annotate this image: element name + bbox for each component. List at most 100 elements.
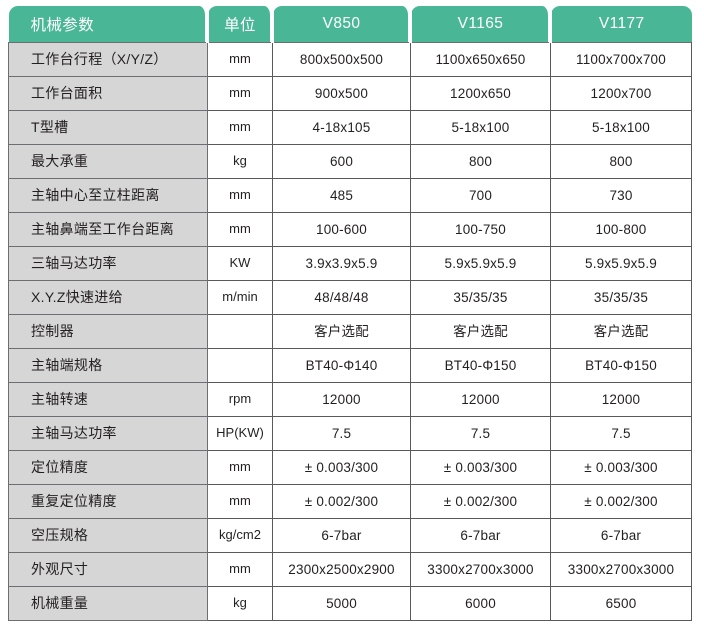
table-row: 工作台面积 mm 900x500 1200x650 1200x700 (8, 76, 692, 111)
unit-cell: HP(KW) (207, 416, 273, 451)
value-cell-v850: ± 0.003/300 (272, 450, 411, 485)
param-name-cell: 机械重量 (8, 586, 208, 621)
value-cell-v1165: 客户选配 (410, 314, 551, 349)
value-cell-v1165: 12000 (410, 382, 551, 417)
param-name-cell: X.Y.Z快速进给 (8, 280, 208, 315)
table-row: 主轴转速 rpm 12000 12000 12000 (8, 382, 692, 417)
value-cell-v1177: 5.9x5.9x5.9 (550, 246, 692, 281)
table-row: 主轴端规格 BT40-Φ140 BT40-Φ150 BT40-Φ150 (8, 348, 692, 383)
unit-cell (207, 314, 273, 349)
value-cell-v850: 7.5 (272, 416, 411, 451)
unit-cell: rpm (207, 382, 273, 417)
unit-cell: kg (207, 586, 273, 621)
value-cell-v1177: ± 0.003/300 (550, 450, 692, 485)
param-name-cell: 主轴端规格 (8, 348, 208, 383)
value-cell-v1177: BT40-Φ150 (550, 348, 692, 383)
header-row: 机械参数 单位 V850 V1165 V1177 (8, 6, 692, 43)
value-cell-v850: 4-18x105 (272, 110, 411, 145)
value-cell-v850: 12000 (272, 382, 411, 417)
param-name-cell: 三轴马达功率 (8, 246, 208, 281)
unit-cell: mm (207, 552, 273, 587)
value-cell-v850: 3.9x3.9x5.9 (272, 246, 411, 281)
value-cell-v850: 6-7bar (272, 518, 411, 553)
table-header: 机械参数 单位 V850 V1165 V1177 (8, 6, 692, 43)
param-name-cell: 工作台行程（X/Y/Z） (8, 42, 208, 77)
header-param: 机械参数 (8, 6, 209, 43)
value-cell-v1177: ± 0.002/300 (550, 484, 692, 519)
value-cell-v1177: 100-800 (550, 212, 692, 247)
value-cell-v850: BT40-Φ140 (272, 348, 411, 383)
table-row: T型槽 mm 4-18x105 5-18x100 5-18x100 (8, 110, 692, 145)
value-cell-v1165: 3300x2700x3000 (410, 552, 551, 587)
param-name-cell: 外观尺寸 (8, 552, 208, 587)
value-cell-v850: 485 (272, 178, 411, 213)
unit-cell: KW (207, 246, 273, 281)
value-cell-v1177: 6500 (550, 586, 692, 621)
value-cell-v1165: 1100x650x650 (410, 42, 551, 77)
unit-cell: mm (207, 110, 273, 145)
header-model-v1177: V1177 (550, 6, 692, 43)
param-name-cell: T型槽 (8, 110, 208, 145)
value-cell-v1165: 800 (410, 144, 551, 179)
table-body: 工作台行程（X/Y/Z） mm 800x500x500 1100x650x650 110… (8, 42, 692, 621)
table-row: 最大承重 kg 600 800 800 (8, 144, 692, 179)
unit-cell: m/min (207, 280, 273, 315)
value-cell-v1165: 35/35/35 (410, 280, 551, 315)
value-cell-v1165: 100-750 (410, 212, 551, 247)
value-cell-v850: 5000 (272, 586, 411, 621)
table-row: 空压规格 kg/cm2 6-7bar 6-7bar 6-7bar (8, 518, 692, 553)
value-cell-v1165: BT40-Φ150 (410, 348, 551, 383)
header-unit: 单位 (207, 6, 274, 43)
unit-cell: mm (207, 212, 273, 247)
unit-cell: kg (207, 144, 273, 179)
value-cell-v1177: 730 (550, 178, 692, 213)
value-cell-v850: ± 0.002/300 (272, 484, 411, 519)
table-row: 主轴马达功率 HP(KW) 7.5 7.5 7.5 (8, 416, 692, 451)
value-cell-v1165: 700 (410, 178, 551, 213)
value-cell-v1165: 1200x650 (410, 76, 551, 111)
value-cell-v850: 800x500x500 (272, 42, 411, 77)
param-name-cell: 主轴中心至立柱距离 (8, 178, 208, 213)
table-row: 外观尺寸 mm 2300x2500x2900 3300x2700x3000 3300x2… (8, 552, 692, 587)
value-cell-v1165: ± 0.002/300 (410, 484, 551, 519)
table-row: 定位精度 mm ± 0.003/300 ± 0.003/300 ± 0.003/300 (8, 450, 692, 485)
param-name-cell: 重复定位精度 (8, 484, 208, 519)
value-cell-v1165: 6000 (410, 586, 551, 621)
table-row: 工作台行程（X/Y/Z） mm 800x500x500 1100x650x650 110… (8, 42, 692, 77)
value-cell-v1165: 5.9x5.9x5.9 (410, 246, 551, 281)
value-cell-v1177: 35/35/35 (550, 280, 692, 315)
param-name-cell: 工作台面积 (8, 76, 208, 111)
value-cell-v850: 100-600 (272, 212, 411, 247)
unit-cell: mm (207, 484, 273, 519)
value-cell-v1177: 1200x700 (550, 76, 692, 111)
table-row: X.Y.Z快速进给 m/min 48/48/48 35/35/35 35/35/35 (8, 280, 692, 315)
value-cell-v1165: 7.5 (410, 416, 551, 451)
param-name-cell: 最大承重 (8, 144, 208, 179)
param-name-cell: 空压规格 (8, 518, 208, 553)
value-cell-v1165: 5-18x100 (410, 110, 551, 145)
param-name-cell: 控制器 (8, 314, 208, 349)
value-cell-v850: 2300x2500x2900 (272, 552, 411, 587)
value-cell-v1177: 3300x2700x3000 (550, 552, 692, 587)
unit-cell: mm (207, 178, 273, 213)
table-row: 三轴马达功率 KW 3.9x3.9x5.9 5.9x5.9x5.9 5.9x5.9x5.… (8, 246, 692, 281)
param-name-cell: 主轴马达功率 (8, 416, 208, 451)
value-cell-v1177: 1100x700x700 (550, 42, 692, 77)
value-cell-v850: 客户选配 (272, 314, 411, 349)
value-cell-v1177: 7.5 (550, 416, 692, 451)
unit-cell: kg/cm2 (207, 518, 273, 553)
unit-cell: mm (207, 450, 273, 485)
table-row: 主轴鼻端至工作台距离 mm 100-600 100-750 100-800 (8, 212, 692, 247)
unit-cell: mm (207, 76, 273, 111)
value-cell-v1177: 5-18x100 (550, 110, 692, 145)
value-cell-v1177: 6-7bar (550, 518, 692, 553)
table-row: 机械重量 kg 5000 6000 6500 (8, 586, 692, 621)
value-cell-v1177: 12000 (550, 382, 692, 417)
table-row: 控制器 客户选配 客户选配 客户选配 (8, 314, 692, 349)
value-cell-v1165: ± 0.003/300 (410, 450, 551, 485)
value-cell-v850: 600 (272, 144, 411, 179)
value-cell-v850: 900x500 (272, 76, 411, 111)
value-cell-v1165: 6-7bar (410, 518, 551, 553)
param-name-cell: 定位精度 (8, 450, 208, 485)
